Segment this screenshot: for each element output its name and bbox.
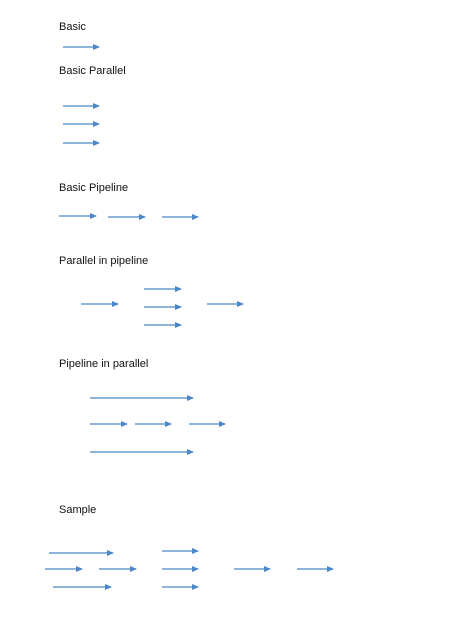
arrows-group [45,44,334,590]
heading-basic-parallel: Basic Parallel [59,65,126,77]
heading-basic-pipeline: Basic Pipeline [59,182,129,194]
heading-sample: Sample [59,504,97,516]
heading-pipeline-in-parallel: Pipeline in parallel [59,358,149,370]
heading-basic: Basic [59,21,86,33]
heading-parallel-in-pipeline: Parallel in pipeline [59,255,149,267]
